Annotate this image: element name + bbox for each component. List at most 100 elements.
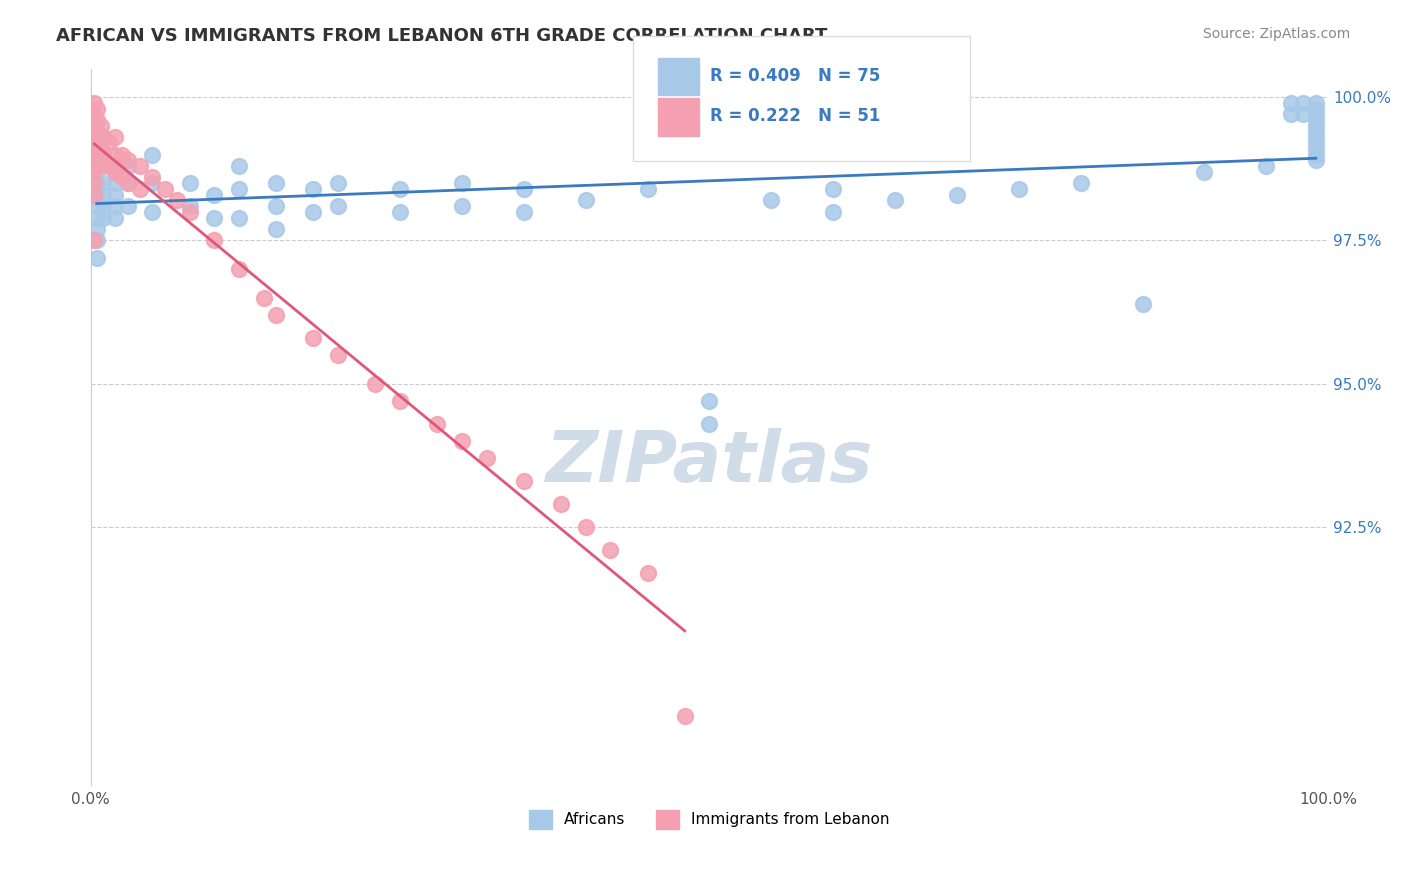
Point: [117, 176, 139, 190]
Point: [86, 199, 108, 213]
Point: [1305, 113, 1327, 128]
Point: [83, 153, 105, 168]
Point: [1070, 176, 1092, 190]
Point: [388, 204, 411, 219]
Point: [426, 417, 449, 431]
Point: [83, 119, 105, 133]
Point: [86, 187, 108, 202]
Point: [302, 182, 325, 196]
Point: [179, 199, 201, 213]
Point: [153, 182, 176, 196]
Point: [91, 147, 114, 161]
Point: [1279, 107, 1302, 121]
Point: [86, 234, 108, 248]
Point: [104, 159, 127, 173]
Point: [599, 543, 621, 558]
Text: ZIPatlas: ZIPatlas: [546, 428, 873, 497]
Point: [326, 199, 349, 213]
Point: [104, 199, 127, 213]
Point: [264, 308, 287, 322]
Point: [86, 125, 108, 139]
Point: [86, 147, 108, 161]
Point: [228, 159, 250, 173]
Point: [104, 164, 127, 178]
Text: R = 0.409   N = 75: R = 0.409 N = 75: [710, 67, 880, 85]
Point: [1305, 125, 1327, 139]
Point: [104, 211, 127, 225]
Point: [202, 187, 225, 202]
Point: [86, 113, 108, 128]
Point: [364, 376, 387, 391]
Point: [104, 147, 127, 161]
Point: [91, 199, 114, 213]
Point: [1305, 130, 1327, 145]
Point: [89, 142, 111, 156]
Point: [699, 394, 721, 409]
Point: [1292, 107, 1315, 121]
Point: [228, 211, 250, 225]
Point: [86, 159, 108, 173]
Point: [86, 102, 108, 116]
Point: [228, 262, 250, 277]
Point: [513, 182, 536, 196]
Point: [89, 119, 111, 133]
Text: R = 0.222   N = 51: R = 0.222 N = 51: [710, 107, 880, 125]
Point: [104, 187, 127, 202]
Point: [98, 159, 121, 173]
Point: [673, 709, 696, 723]
Point: [117, 176, 139, 190]
Point: [179, 176, 201, 190]
Point: [1305, 107, 1327, 121]
Point: [699, 417, 721, 431]
Legend: Africans, Immigrants from Lebanon: Africans, Immigrants from Lebanon: [523, 804, 896, 835]
Point: [110, 147, 132, 161]
Point: [637, 566, 659, 580]
Point: [388, 182, 411, 196]
Point: [83, 176, 105, 190]
Point: [264, 222, 287, 236]
Point: [823, 182, 845, 196]
Point: [91, 187, 114, 202]
Point: [575, 194, 598, 208]
Point: [550, 497, 572, 511]
Point: [202, 234, 225, 248]
Point: [179, 204, 201, 219]
Point: [86, 222, 108, 236]
Point: [166, 194, 188, 208]
Point: [141, 147, 163, 161]
Point: [83, 130, 105, 145]
Point: [326, 348, 349, 362]
Point: [129, 159, 152, 173]
Point: [83, 234, 105, 248]
Point: [451, 199, 474, 213]
Point: [264, 199, 287, 213]
Point: [326, 176, 349, 190]
Text: AFRICAN VS IMMIGRANTS FROM LEBANON 6TH GRADE CORRELATION CHART: AFRICAN VS IMMIGRANTS FROM LEBANON 6TH G…: [56, 27, 828, 45]
Point: [475, 451, 498, 466]
Point: [86, 211, 108, 225]
Point: [129, 182, 152, 196]
Point: [83, 95, 105, 110]
Point: [117, 159, 139, 173]
Point: [1305, 142, 1327, 156]
Point: [117, 199, 139, 213]
Point: [761, 194, 783, 208]
Point: [1305, 147, 1327, 161]
Point: [86, 130, 108, 145]
Point: [117, 153, 139, 168]
Point: [388, 394, 411, 409]
Point: [451, 434, 474, 449]
Point: [513, 204, 536, 219]
Point: [228, 182, 250, 196]
Point: [91, 153, 114, 168]
Point: [86, 159, 108, 173]
Point: [1305, 136, 1327, 150]
Point: [83, 107, 105, 121]
Text: Source: ZipAtlas.com: Source: ZipAtlas.com: [1202, 27, 1350, 41]
Point: [86, 176, 108, 190]
Point: [1194, 164, 1216, 178]
Point: [637, 182, 659, 196]
Point: [91, 130, 114, 145]
Point: [83, 142, 105, 156]
Point: [513, 475, 536, 489]
